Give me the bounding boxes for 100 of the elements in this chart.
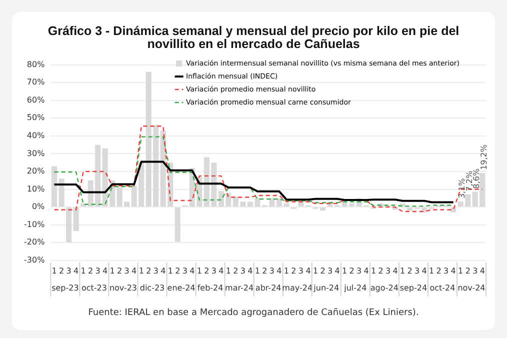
- bar: [174, 208, 180, 242]
- y-tick-label: -20%: [24, 238, 46, 247]
- y-tick-label: -10%: [24, 220, 46, 229]
- x-tick-label: 3: [386, 266, 391, 276]
- text: nov-23: [109, 283, 138, 292]
- text: ago-24: [370, 283, 398, 292]
- x-tick-label: 4: [364, 266, 369, 276]
- x-tick-label: 3: [211, 266, 216, 276]
- x-tick-label: 3: [472, 266, 478, 276]
- x-tick-label: 2: [204, 266, 210, 276]
- text: oct-24: [430, 283, 456, 292]
- x-tick-label: 3: [298, 266, 304, 276]
- x-tick-label: 4: [218, 266, 224, 276]
- y-tick-label: 10%: [26, 184, 46, 194]
- y-tick-label: 70%: [26, 78, 46, 87]
- x-tick-label: 2: [465, 266, 470, 276]
- chart-title: Gráfico 3 - Dinámica semanal y mensual del precio por kilo en pie del novillito en el mercado de Cañuelas: [46, 24, 460, 51]
- y-tick-label: 80%: [26, 60, 46, 69]
- x-tick-label: 4: [306, 266, 311, 276]
- x-tick-label: 4: [132, 266, 137, 276]
- x-tick-label: 3: [269, 266, 275, 276]
- x-tick-label: 4: [276, 266, 282, 276]
- x-tick-label: 4: [392, 266, 398, 276]
- data-label: 3,1%: [458, 178, 467, 199]
- x-tick-label: 1: [370, 266, 376, 276]
- x-tick-label: 3: [153, 266, 158, 276]
- x-tick-label: 3: [414, 266, 420, 276]
- y-tick-label: 30%: [26, 148, 46, 158]
- x-tick-label: 1: [429, 266, 434, 276]
- x-tick-label: 2: [320, 266, 326, 276]
- x-tick-label: 2: [88, 266, 94, 276]
- data-label: 7,2%: [464, 170, 474, 192]
- y-tick-label: 0%: [32, 202, 46, 212]
- x-tick-label: 2: [117, 266, 122, 276]
- x-tick-label: 1: [284, 266, 290, 276]
- x-tick-label: 4: [334, 266, 340, 276]
- x-tick-label: 1: [138, 266, 144, 276]
- x-tick-label: 2: [262, 266, 268, 276]
- x-tick-label: 1: [196, 266, 202, 276]
- bar: [66, 208, 72, 243]
- x-tick-label: 4: [102, 266, 108, 276]
- source-note: Fuente: IERAL en base a Mercado agroganadero de Cañuelas (Ex Liniers).: [87, 308, 420, 318]
- bar: [407, 208, 413, 211]
- text: jul-24: [343, 283, 367, 292]
- x-tick-label: 4: [190, 266, 195, 276]
- x-tick-label: 4: [450, 266, 456, 276]
- x-tick-label: 4: [422, 266, 427, 276]
- x-tick-label: 2: [436, 266, 442, 276]
- text: mar-24: [225, 283, 254, 292]
- bar: [52, 166, 58, 207]
- bar: [73, 208, 79, 232]
- x-tick-label: 2: [146, 266, 152, 276]
- y-tick-label: 40%: [26, 131, 46, 140]
- x-tick-label: 1: [400, 266, 406, 276]
- x-tick-label: 3: [444, 266, 449, 276]
- text: may-24: [282, 283, 313, 292]
- y-tick-label: -30%: [24, 255, 46, 264]
- x-tick-label: 4: [160, 266, 166, 276]
- x-tick-label: 2: [233, 266, 238, 276]
- x-tick-label: 3: [124, 266, 130, 276]
- y-tick-label: 50%: [26, 113, 46, 122]
- data-label: 8,6%: [472, 168, 482, 189]
- x-tick-label: 1: [52, 266, 57, 276]
- x-tick-label: 1: [80, 266, 86, 276]
- x-tick-label: 2: [59, 266, 64, 276]
- x-tick-label: 1: [168, 266, 173, 276]
- x-tick-label: 1: [226, 266, 231, 276]
- text: sep-23: [52, 283, 79, 292]
- x-tick-label: 4: [480, 266, 485, 276]
- x-tick-label: 2: [349, 266, 354, 276]
- bar: [450, 208, 456, 212]
- y-tick-label: 60%: [26, 95, 46, 104]
- text: jun-24: [312, 283, 340, 292]
- text: ene-24: [167, 283, 196, 292]
- x-tick-label: 1: [254, 266, 260, 276]
- text: dic-23: [140, 283, 165, 292]
- text: sep-24: [400, 283, 428, 292]
- x-tick-label: 3: [95, 266, 100, 276]
- x-tick-label: 1: [312, 266, 318, 276]
- x-tick-label: 1: [342, 266, 348, 276]
- x-tick-label: 1: [458, 266, 464, 276]
- x-tick-label: 3: [240, 266, 246, 276]
- x-tick-label: 2: [378, 266, 384, 276]
- x-tick-label: 3: [327, 266, 333, 276]
- y-tick-label: 20%: [26, 166, 46, 176]
- text: feb-24: [197, 283, 224, 292]
- text: nov-24: [458, 283, 486, 292]
- bar: [58, 178, 64, 207]
- x-tick-label: 2: [291, 266, 296, 276]
- x-tick-label: 2: [175, 266, 180, 276]
- x-tick-label: 3: [182, 266, 188, 276]
- x-tick-label: 1: [110, 266, 115, 276]
- text: abr-24: [255, 283, 282, 292]
- text: oct-23: [81, 283, 107, 292]
- x-tick-label: 4: [248, 266, 253, 276]
- x-tick-label: 2: [407, 266, 412, 276]
- line-series: [54, 136, 454, 207]
- data-label: 19,2%: [479, 144, 488, 170]
- x-tick-label: 3: [66, 266, 72, 276]
- x-tick-label: 4: [74, 266, 79, 276]
